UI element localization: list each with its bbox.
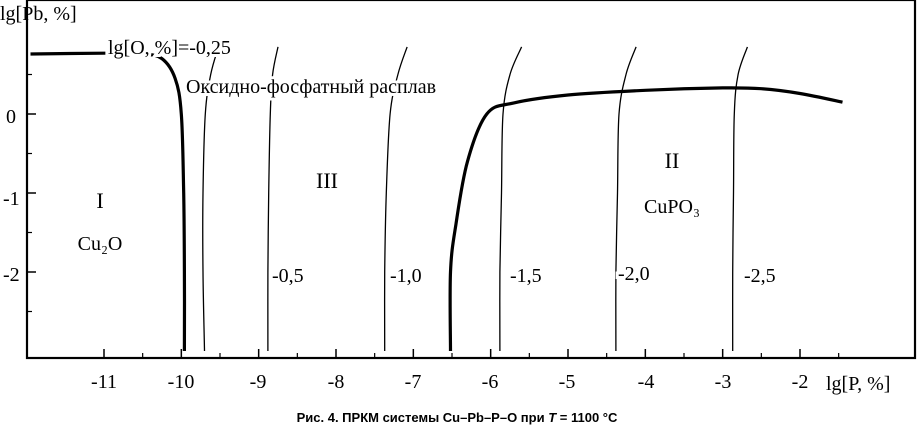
x-tick-label: -2 bbox=[792, 371, 809, 393]
x-axis-label: lg[P, %] bbox=[826, 373, 890, 395]
isoline-label-o-25: -2,5 bbox=[744, 265, 776, 287]
isoline-1 bbox=[267, 46, 279, 352]
isoline-label-o-05: -0,5 bbox=[272, 265, 304, 287]
x-tick-label: -4 bbox=[638, 371, 655, 393]
boundary-cu2o bbox=[30, 51, 187, 352]
phase-boundaries bbox=[30, 51, 843, 352]
caption-prefix: Рис. 4. ПРКМ системы Cu–Pb–P–O при bbox=[297, 410, 549, 425]
isoline-5 bbox=[732, 46, 749, 352]
y-tick-label-2: -2 bbox=[3, 264, 20, 286]
y-axis-label: lg[Pb, %] bbox=[0, 3, 77, 25]
x-tick-label: -9 bbox=[250, 371, 267, 393]
isoline-label-o-10: -1,0 bbox=[390, 265, 422, 287]
isoline-2 bbox=[383, 46, 408, 352]
region-ii-label: II bbox=[665, 148, 680, 173]
oxygen-isolines bbox=[202, 46, 749, 352]
x-tick-label: -7 bbox=[405, 371, 422, 393]
isoline-label-o-20: -2,0 bbox=[618, 263, 650, 285]
x-tick-label: -3 bbox=[715, 371, 732, 393]
region-iii-label: III bbox=[316, 168, 338, 193]
boundary-cupo3 bbox=[448, 86, 843, 352]
x-tick-label: -8 bbox=[328, 371, 345, 393]
x-tick-label: -5 bbox=[559, 371, 576, 393]
tick-marks bbox=[27, 73, 840, 358]
region-i-phase: Cu₂O bbox=[78, 233, 123, 255]
isoline-label-o-15: -1,5 bbox=[510, 265, 542, 287]
region-melt-label: Оксидно-фосфатный расплав bbox=[186, 76, 436, 98]
x-tick-label: -10 bbox=[168, 371, 195, 393]
caption-temperature-symbol: T bbox=[548, 410, 557, 425]
region-i-label: I bbox=[96, 188, 103, 213]
plot-frame bbox=[25, 0, 917, 360]
isoline-3 bbox=[499, 46, 523, 352]
caption-suffix: = 1100 °C bbox=[556, 410, 618, 425]
figure-caption: Рис. 4. ПРКМ системы Cu–Pb–P–O при T = 1… bbox=[297, 410, 618, 425]
isoline-4 bbox=[615, 46, 637, 352]
isoline-0 bbox=[202, 46, 220, 352]
x-tick-labels: -11 -10 -9 -8 -7 -6 -5 -4 -3 -2 bbox=[91, 371, 808, 393]
y-tick-label-1: -1 bbox=[3, 188, 20, 210]
isoline-label-o-025: lg[O, %]=-0,25 bbox=[108, 37, 231, 59]
x-tick-label: -11 bbox=[91, 371, 117, 393]
y-tick-label-0: 0 bbox=[6, 106, 16, 128]
x-tick-label: -6 bbox=[482, 371, 499, 393]
region-ii-phase: CuPO₃ bbox=[644, 196, 700, 218]
